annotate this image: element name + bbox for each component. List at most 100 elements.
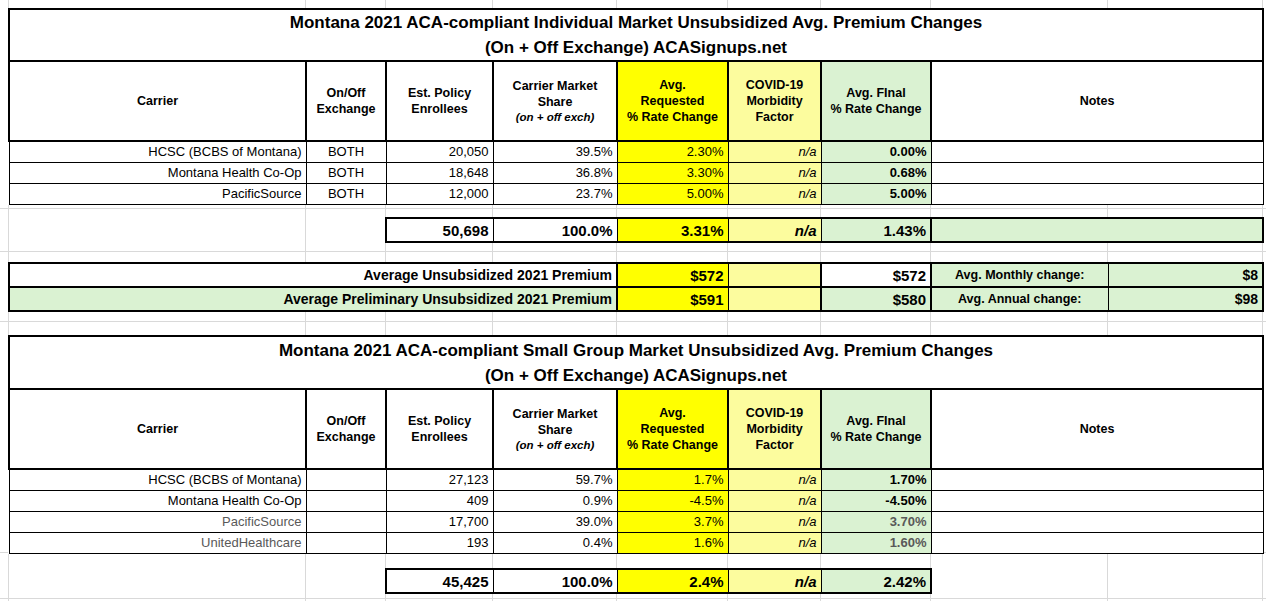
notes-cell[interactable] (931, 511, 1263, 532)
col-header-notes[interactable]: Notes (931, 389, 1263, 469)
total-final-cell[interactable]: 1.43% (821, 218, 931, 242)
premium-requested-cell[interactable]: $572 (617, 263, 728, 287)
total-requested-cell[interactable]: 2.4% (617, 569, 728, 593)
exchange-cell[interactable]: BOTH (306, 162, 386, 183)
requested-rate-cell[interactable]: 3.30% (617, 162, 728, 183)
col-header-exchange[interactable]: On/Off Exchange (306, 61, 386, 141)
col-header-morbidity[interactable]: COVID-19 Morbidity Factor (728, 389, 821, 469)
premium-morbidity-cell[interactable] (728, 287, 821, 311)
enrollees-cell[interactable]: 17,700 (386, 511, 493, 532)
total-market-share-cell[interactable]: 100.0% (493, 569, 617, 593)
annual-change-label[interactable]: Avg. Annual change: (931, 287, 1108, 311)
carrier-cell[interactable]: UnitedHealthcare (9, 532, 306, 553)
col-header-market-share[interactable]: Carrier Market Share (on + off exch) (493, 389, 617, 469)
exchange-cell[interactable]: BOTH (306, 183, 386, 204)
col-header-morbidity[interactable]: COVID-19 Morbidity Factor (728, 61, 821, 141)
carrier-cell[interactable]: HCSC (BCBS of Montana) (9, 141, 306, 162)
enrollees-cell[interactable]: 409 (386, 490, 493, 511)
requested-rate-cell[interactable]: 1.6% (617, 532, 728, 553)
notes-cell[interactable] (931, 162, 1263, 183)
total-enrollees-cell[interactable]: 50,698 (386, 218, 493, 242)
total-market-share-cell[interactable]: 100.0% (493, 218, 617, 242)
notes-cell[interactable] (931, 183, 1263, 204)
enrollees-cell[interactable]: 27,123 (386, 469, 493, 490)
market-share-cell[interactable]: 0.9% (493, 490, 617, 511)
gridline (0, 598, 1266, 599)
morbidity-cell[interactable]: n/a (728, 511, 821, 532)
col-header-carrier[interactable]: Carrier (9, 61, 306, 141)
col-header-carrier[interactable]: Carrier (9, 389, 306, 469)
col-header-final[interactable]: Avg. FInal % Rate Change (821, 61, 931, 141)
notes-cell[interactable] (931, 490, 1263, 511)
individual-table-title[interactable]: Montana 2021 ACA-compliant Individual Ma… (9, 9, 1263, 61)
market-share-cell[interactable]: 39.5% (493, 141, 617, 162)
exchange-cell[interactable] (306, 511, 386, 532)
requested-rate-cell[interactable]: -4.5% (617, 490, 728, 511)
total-requested-cell[interactable]: 3.31% (617, 218, 728, 242)
market-share-cell[interactable]: 59.7% (493, 469, 617, 490)
col-header-enrollees[interactable]: Est. Policy Enrollees (386, 389, 493, 469)
morbidity-cell[interactable]: n/a (728, 162, 821, 183)
monthly-change-label[interactable]: Avg. Monthly change: (931, 263, 1108, 287)
carrier-cell[interactable]: PacificSource (9, 511, 306, 532)
market-share-cell[interactable]: 23.7% (493, 183, 617, 204)
total-notes-cell[interactable] (931, 218, 1263, 242)
total-morbidity-cell[interactable]: n/a (728, 218, 821, 242)
total-morbidity-cell[interactable]: n/a (728, 569, 821, 593)
premium-final-cell[interactable]: $572 (821, 263, 931, 287)
monthly-change-value[interactable]: $8 (1108, 263, 1263, 287)
total-final-cell[interactable]: 2.42% (821, 569, 931, 593)
morbidity-cell[interactable]: n/a (728, 141, 821, 162)
enrollees-cell[interactable]: 12,000 (386, 183, 493, 204)
col-header-enrollees[interactable]: Est. Policy Enrollees (386, 61, 493, 141)
morbidity-cell[interactable]: n/a (728, 532, 821, 553)
final-rate-cell[interactable]: 5.00% (821, 183, 931, 204)
smallgroup-table-title[interactable]: Montana 2021 ACA-compliant Small Group M… (9, 336, 1263, 389)
premium-requested-cell[interactable]: $591 (617, 287, 728, 311)
carrier-cell[interactable]: Montana Health Co-Op (9, 162, 306, 183)
enrollees-cell[interactable]: 20,050 (386, 141, 493, 162)
market-share-cell[interactable]: 0.4% (493, 532, 617, 553)
requested-rate-cell[interactable]: 5.00% (617, 183, 728, 204)
notes-cell[interactable] (931, 141, 1263, 162)
final-rate-cell[interactable]: 0.68% (821, 162, 931, 183)
col-header-notes[interactable]: Notes (931, 61, 1263, 141)
final-rate-cell[interactable]: 1.60% (821, 532, 931, 553)
annual-change-value[interactable]: $98 (1108, 287, 1263, 311)
market-share-cell[interactable]: 36.8% (493, 162, 617, 183)
spreadsheet: Montana 2021 ACA-compliant Individual Ma… (0, 0, 1266, 601)
notes-cell[interactable] (931, 469, 1263, 490)
exchange-cell[interactable] (306, 490, 386, 511)
carrier-cell[interactable]: HCSC (BCBS of Montana) (9, 469, 306, 490)
requested-rate-cell[interactable]: 1.7% (617, 469, 728, 490)
premium-final-cell[interactable]: $580 (821, 287, 931, 311)
final-rate-cell[interactable]: 0.00% (821, 141, 931, 162)
col-header-requested[interactable]: Avg. Requested % Rate Change (617, 389, 728, 469)
exchange-cell[interactable] (306, 469, 386, 490)
final-rate-cell[interactable]: 1.70% (821, 469, 931, 490)
col-header-exchange[interactable]: On/Off Exchange (306, 389, 386, 469)
requested-rate-cell[interactable]: 3.7% (617, 511, 728, 532)
final-rate-cell[interactable]: 3.70% (821, 511, 931, 532)
col-header-final[interactable]: Avg. FInal % Rate Change (821, 389, 931, 469)
notes-cell[interactable] (931, 532, 1263, 553)
exchange-cell[interactable] (306, 532, 386, 553)
requested-rate-cell[interactable]: 2.30% (617, 141, 728, 162)
carrier-cell[interactable]: PacificSource (9, 183, 306, 204)
enrollees-cell[interactable]: 18,648 (386, 162, 493, 183)
market-share-cell[interactable]: 39.0% (493, 511, 617, 532)
exchange-cell[interactable]: BOTH (306, 141, 386, 162)
morbidity-cell[interactable]: n/a (728, 183, 821, 204)
premium-row-label[interactable]: Average Preliminary Unsubsidized 2021 Pr… (9, 287, 617, 311)
col-header-requested[interactable]: Avg. Requested % Rate Change (617, 61, 728, 141)
enrollees-cell[interactable]: 193 (386, 532, 493, 553)
morbidity-cell[interactable]: n/a (728, 490, 821, 511)
col-header-market-share[interactable]: Carrier Market Share (on + off exch) (493, 61, 617, 141)
final-rate-cell[interactable]: -4.50% (821, 490, 931, 511)
morbidity-cell[interactable]: n/a (728, 469, 821, 490)
market-share-header-sub: (on + off exch) (498, 438, 612, 452)
carrier-cell[interactable]: Montana Health Co-Op (9, 490, 306, 511)
premium-morbidity-cell[interactable] (728, 263, 821, 287)
total-enrollees-cell[interactable]: 45,425 (386, 569, 493, 593)
premium-row-label[interactable]: Average Unsubsidized 2021 Premium (9, 263, 617, 287)
